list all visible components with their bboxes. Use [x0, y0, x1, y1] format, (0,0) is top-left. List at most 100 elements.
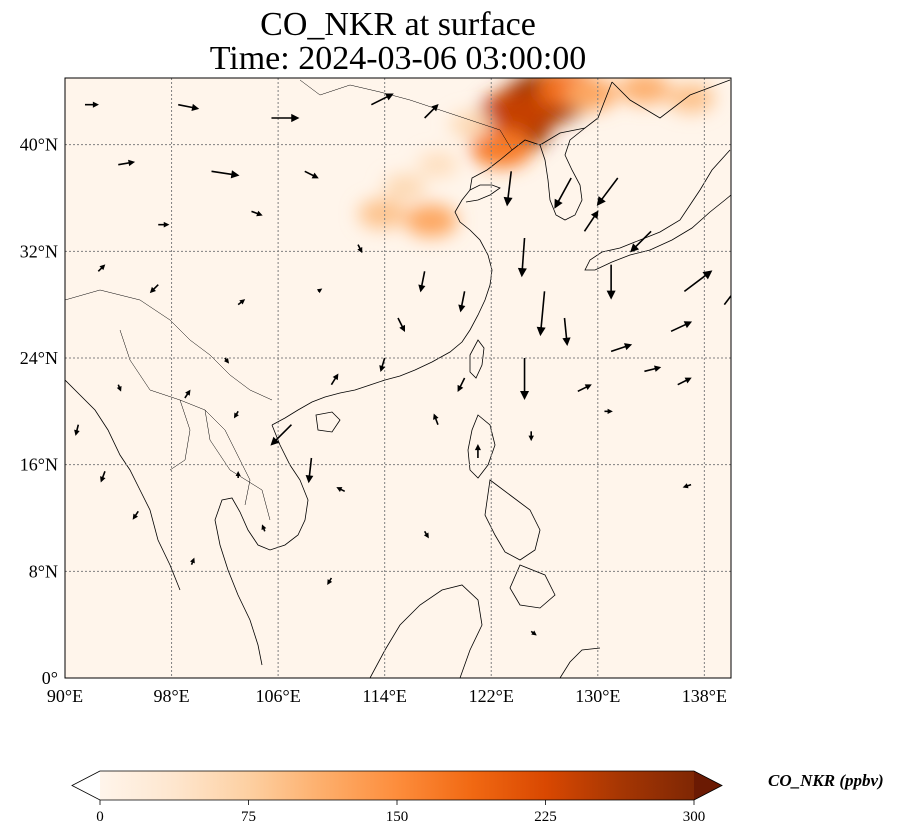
- latitude-tick-labels: 0° 8°N 16°N 24°N 32°N 40°N: [20, 135, 58, 688]
- wind-arrow: [418, 271, 426, 293]
- wind-arrow: [371, 93, 394, 106]
- philippines-south-coastline: [484, 479, 541, 561]
- colorbar-under-triangle: [72, 771, 100, 800]
- japan-coastline: [584, 149, 731, 271]
- wind-arrow: [682, 483, 692, 489]
- wind-arrow: [457, 377, 466, 392]
- longitude-tick-label: 98°E: [153, 686, 189, 706]
- indochina-coastline: [214, 424, 309, 666]
- map-title: CO_NKR at surface: [260, 6, 536, 43]
- wind-arrow: [474, 444, 481, 458]
- wind-arrow: [271, 113, 300, 123]
- wind-arrow: [528, 431, 534, 442]
- colorbar-tick-label: 225: [534, 809, 557, 825]
- wind-arrow: [723, 294, 731, 306]
- china-coastline: [271, 79, 731, 426]
- colorbar-label: CO_NKR (ppbv): [768, 771, 884, 790]
- colorbar: 0 75 150 225 300: [71, 770, 723, 825]
- co-plume: [619, 78, 670, 105]
- wind-arrow: [503, 171, 513, 207]
- wind-arrow: [604, 408, 613, 414]
- map-background: [65, 78, 731, 678]
- new-guinea-coastline: [559, 647, 601, 678]
- wind-arrow: [630, 230, 652, 253]
- longitude-tick-labels: 90°E 98°E 106°E 114°E 122°E 130°E 138°E: [47, 686, 727, 706]
- wind-arrow: [458, 291, 466, 313]
- gridlines: [65, 78, 731, 678]
- latitude-tick-label: 32°N: [20, 241, 58, 261]
- wind-arrow: [178, 103, 200, 111]
- longitude-tick-label: 106°E: [256, 686, 301, 706]
- co-plume: [405, 204, 458, 238]
- wind-arrow: [433, 413, 439, 425]
- country-borders: [65, 79, 513, 521]
- co-plume: [358, 199, 406, 229]
- latitude-tick-label: 40°N: [20, 135, 58, 155]
- colorbar-gradient: [100, 771, 694, 800]
- wind-arrow: [327, 577, 333, 585]
- wind-arrow: [530, 630, 537, 636]
- wind-arrow: [554, 177, 572, 209]
- wind-arrow: [670, 321, 693, 333]
- colorbar-ticks: 0 75 150 225 300: [96, 800, 705, 825]
- co-plume: [564, 78, 618, 111]
- borneo-coastline: [369, 584, 483, 678]
- latitude-tick-label: 0°: [42, 668, 58, 688]
- latitude-tick-label: 8°N: [29, 561, 58, 581]
- wind-arrow: [235, 471, 241, 478]
- co-plume: [450, 111, 493, 138]
- wind-arrow: [562, 317, 571, 346]
- wind-arrow: [596, 177, 619, 206]
- wind-arrow: [577, 384, 592, 393]
- mindanao-coastline: [509, 564, 556, 609]
- korea-coastline: [539, 127, 586, 221]
- wind-arrow: [251, 210, 263, 217]
- hainan-coastline: [315, 411, 341, 433]
- wind-arrow: [149, 284, 159, 294]
- border-lines: [65, 79, 513, 521]
- wind-arrow: [116, 384, 122, 392]
- wind-arrow: [583, 210, 599, 232]
- wind-arrow: [330, 373, 339, 386]
- wind-arrow: [304, 170, 319, 179]
- colorbar-over-triangle: [694, 771, 722, 800]
- longitude-tick-label: 114°E: [362, 686, 407, 706]
- wind-arrow: [84, 101, 99, 108]
- colorbar-tick-label: 300: [683, 809, 706, 825]
- wind-arrow: [317, 288, 323, 294]
- longitude-tick-label: 90°E: [47, 686, 83, 706]
- wind-arrow: [184, 389, 191, 399]
- map-frame: [64, 77, 732, 679]
- wind-arrow: [237, 299, 246, 306]
- wind-arrow: [211, 170, 240, 179]
- longitude-tick-label: 130°E: [575, 686, 620, 706]
- wind-arrow: [520, 358, 530, 400]
- wind-arrow: [644, 365, 662, 373]
- wind-arrow: [610, 343, 633, 353]
- co-plume: [383, 174, 426, 201]
- wind-arrow: [132, 510, 139, 520]
- wind-arrow: [270, 424, 293, 446]
- map-area: [65, 78, 731, 678]
- wind-arrow: [397, 317, 405, 332]
- wind-arrow: [357, 244, 363, 254]
- wind-arrow: [305, 457, 314, 484]
- map-subtitle-time: Time: 2024-03-06 03:00:00: [209, 40, 587, 77]
- wind-arrow: [336, 487, 346, 493]
- co-plume: [417, 152, 459, 178]
- colorbar-tick-label: 75: [241, 809, 256, 825]
- colorbar-tick-label: 0: [96, 809, 104, 825]
- wind-arrow: [379, 357, 386, 372]
- wind-arrow: [118, 159, 136, 167]
- latitude-tick-label: 24°N: [20, 348, 58, 368]
- wind-arrow: [223, 357, 230, 364]
- longitude-tick-label: 138°E: [682, 686, 727, 706]
- wind-arrow: [97, 264, 106, 272]
- wind-arrow: [74, 424, 80, 436]
- wind-arrow: [683, 270, 713, 292]
- co-concentration-field: [358, 78, 715, 238]
- wind-arrow: [233, 410, 239, 419]
- colorbar-tick-label: 150: [386, 809, 409, 825]
- wind-arrow: [100, 471, 106, 483]
